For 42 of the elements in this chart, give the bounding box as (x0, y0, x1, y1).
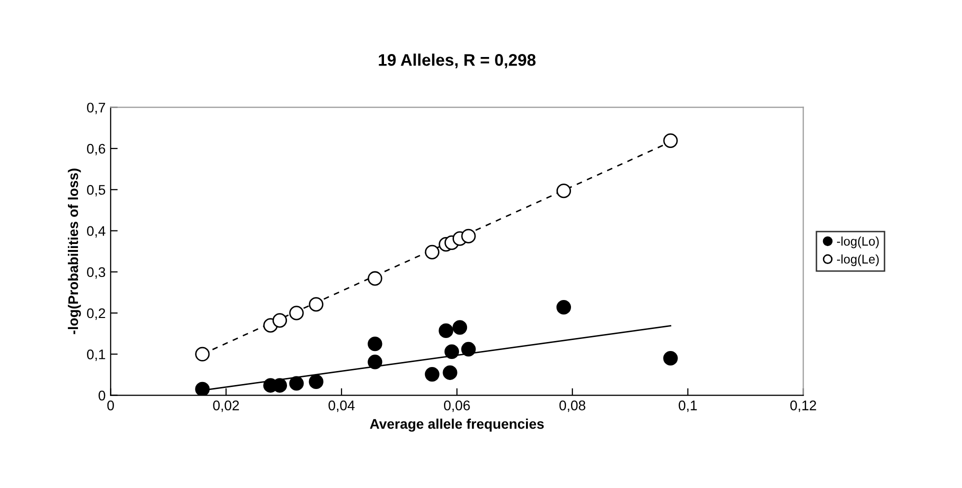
chart-title: 19 Alleles, R = 0,298 (378, 54, 536, 68)
point (308, 297, 324, 312)
point (308, 374, 324, 389)
x-tick-label: 0,06 (444, 400, 470, 412)
point (452, 320, 468, 335)
x-tick-label: 0,12 (790, 400, 816, 412)
point (556, 300, 572, 315)
point (289, 376, 304, 391)
point (442, 365, 458, 380)
y-tick-label: 0 (98, 390, 106, 400)
x-axis-title: Average allele frequencies (370, 418, 544, 432)
x-tick-label: 0,04 (328, 400, 355, 412)
y-tick-label: 0,6 (87, 144, 106, 156)
point (444, 344, 460, 359)
point (195, 346, 210, 362)
y-tick-label: 0,7 (87, 102, 106, 114)
y-tick-label: 0,2 (87, 308, 106, 320)
x-tick-label: 0 (107, 400, 114, 410)
x-tick-label: 0,08 (559, 400, 586, 412)
point (424, 244, 440, 260)
point (289, 306, 304, 320)
point (368, 271, 382, 286)
point (663, 350, 678, 366)
point (368, 336, 382, 352)
point (424, 367, 440, 382)
point (663, 133, 678, 148)
point (368, 354, 382, 370)
y-axis-title: -log(Probabilities of loss) (68, 168, 81, 334)
legend-label: -log(Lo) (837, 236, 879, 248)
point (272, 313, 288, 328)
x-tick-label: 0,1 (678, 400, 697, 412)
y-tick-label: 0,5 (87, 184, 106, 196)
point (461, 228, 476, 244)
legend-label: -log(Le) (837, 254, 879, 266)
point (195, 382, 210, 396)
x-tick-label: 0,02 (213, 400, 239, 412)
y-tick-label: 0,1 (87, 349, 106, 361)
point (461, 342, 476, 356)
point (556, 184, 572, 198)
y-tick-label: 0,4 (87, 226, 106, 238)
point (438, 323, 454, 338)
y-tick-label: 0,3 (87, 267, 106, 279)
